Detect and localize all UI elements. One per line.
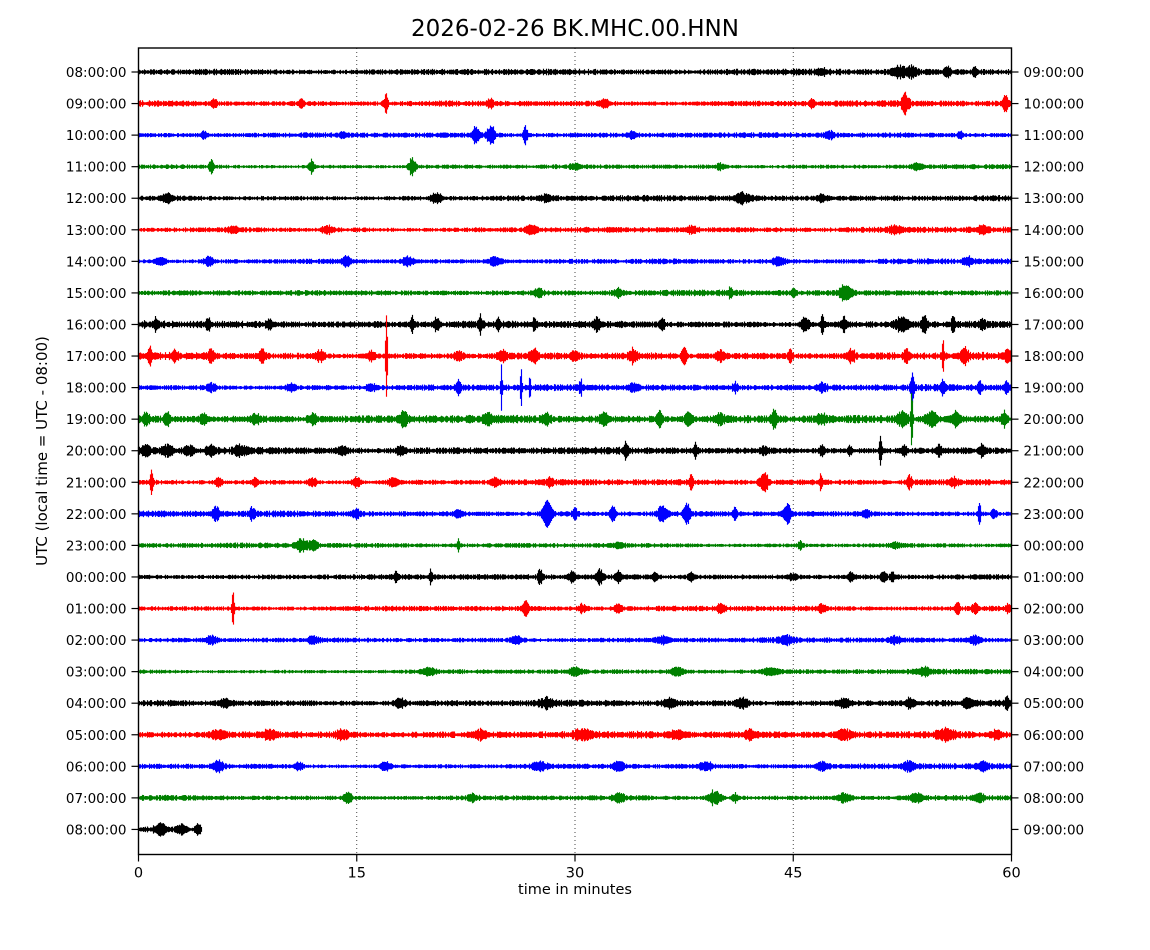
tick-marks xyxy=(131,71,1019,862)
local-time-label: 22:00:00 xyxy=(1024,475,1085,491)
local-time-label: 23:00:00 xyxy=(1024,507,1085,523)
local-time-label: 12:00:00 xyxy=(1024,160,1085,176)
local-time-label: 05:00:00 xyxy=(1024,696,1085,712)
local-time-label: 00:00:00 xyxy=(1024,538,1085,554)
local-time-label: 20:00:00 xyxy=(1024,412,1085,428)
utc-time-label: 20:00:00 xyxy=(66,444,127,460)
utc-time-label: 11:00:00 xyxy=(66,160,127,176)
local-time-label: 02:00:00 xyxy=(1024,602,1085,618)
utc-time-label: 12:00:00 xyxy=(66,191,127,207)
x-tick-label: 15 xyxy=(348,866,366,882)
y-axis-label: UTC (local time = UTC - 08:00) xyxy=(33,336,51,566)
utc-time-label: 09:00:00 xyxy=(66,97,127,113)
tick-labels: 08:00:00 09:00:00 09:00:00 10:00:00 10:00:00… xyxy=(66,65,1084,882)
x-tick-label: 45 xyxy=(784,866,802,882)
local-time-label: 01:00:00 xyxy=(1024,570,1085,586)
utc-time-label: 19:00:00 xyxy=(66,412,127,428)
x-tick-label: 60 xyxy=(1002,866,1020,882)
local-time-label: 16:00:00 xyxy=(1024,286,1085,302)
trace-rows xyxy=(137,64,1013,837)
utc-time-label: 08:00:00 xyxy=(66,822,127,838)
local-time-label: 08:00:00 xyxy=(1024,791,1085,807)
local-time-label: 19:00:00 xyxy=(1024,381,1085,397)
local-time-label: 07:00:00 xyxy=(1024,759,1085,775)
local-time-label: 09:00:00 xyxy=(1024,822,1085,838)
utc-time-label: 03:00:00 xyxy=(66,665,127,681)
utc-time-label: 23:00:00 xyxy=(66,538,127,554)
x-axis-label: time in minutes xyxy=(518,882,632,898)
local-time-label: 06:00:00 xyxy=(1024,728,1085,744)
utc-time-label: 00:00:00 xyxy=(66,570,127,586)
local-time-label: 18:00:00 xyxy=(1024,349,1085,365)
utc-time-label: 21:00:00 xyxy=(66,475,127,491)
utc-time-label: 07:00:00 xyxy=(66,791,127,807)
local-time-label: 14:00:00 xyxy=(1024,223,1085,239)
x-tick-label: 0 xyxy=(134,866,143,882)
local-time-label: 10:00:00 xyxy=(1024,97,1085,113)
local-time-label: 09:00:00 xyxy=(1024,65,1085,81)
local-time-label: 04:00:00 xyxy=(1024,665,1085,681)
utc-time-label: 05:00:00 xyxy=(66,728,127,744)
utc-time-label: 10:00:00 xyxy=(66,128,127,144)
utc-time-label: 16:00:00 xyxy=(66,317,127,333)
x-tick-label: 30 xyxy=(566,866,584,882)
local-time-label: 21:00:00 xyxy=(1024,444,1085,460)
utc-time-label: 15:00:00 xyxy=(66,286,127,302)
local-time-label: 03:00:00 xyxy=(1024,633,1085,649)
gridlines xyxy=(356,48,794,855)
utc-time-label: 14:00:00 xyxy=(66,254,127,270)
utc-time-label: 17:00:00 xyxy=(66,349,127,365)
utc-time-label: 04:00:00 xyxy=(66,696,127,712)
utc-time-label: 18:00:00 xyxy=(66,381,127,397)
utc-time-label: 02:00:00 xyxy=(66,633,127,649)
local-time-label: 11:00:00 xyxy=(1024,128,1085,144)
local-time-label: 15:00:00 xyxy=(1024,254,1085,270)
utc-time-label: 13:00:00 xyxy=(66,223,127,239)
utc-time-label: 01:00:00 xyxy=(66,602,127,618)
utc-time-label: 08:00:00 xyxy=(66,65,127,81)
local-time-label: 17:00:00 xyxy=(1024,317,1085,333)
utc-time-label: 22:00:00 xyxy=(66,507,127,523)
utc-time-label: 06:00:00 xyxy=(66,759,127,775)
plot-title: 2026-02-26 BK.MHC.00.HNN xyxy=(411,16,739,42)
local-time-label: 13:00:00 xyxy=(1024,191,1085,207)
